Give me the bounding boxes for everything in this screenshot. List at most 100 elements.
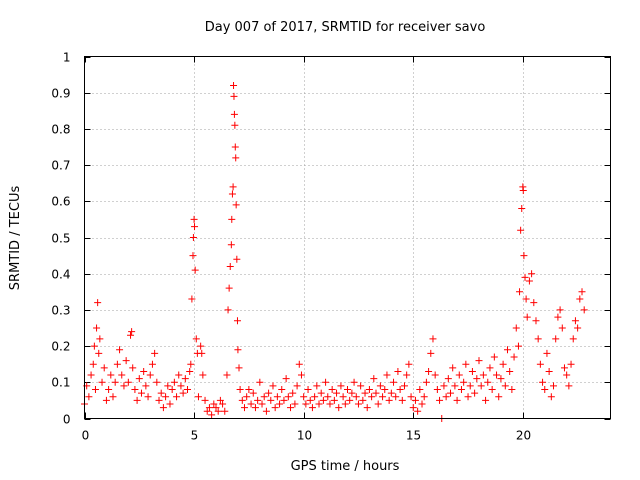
data-point xyxy=(233,317,241,325)
data-point xyxy=(186,367,194,375)
data-point xyxy=(308,404,316,412)
data-point xyxy=(313,382,321,390)
data-point xyxy=(159,404,167,412)
data-point xyxy=(348,389,356,397)
data-point xyxy=(396,386,404,394)
data-point xyxy=(486,364,494,372)
data-point xyxy=(280,396,288,404)
chart-title: Day 007 of 2017, SRMTID for receiver sav… xyxy=(205,20,486,35)
data-point xyxy=(431,371,439,379)
data-point xyxy=(346,396,354,404)
data-point xyxy=(291,400,299,408)
data-point xyxy=(230,110,238,118)
data-point xyxy=(488,386,496,394)
data-point xyxy=(387,389,395,397)
data-point xyxy=(554,313,562,321)
data-point xyxy=(416,386,424,394)
data-point xyxy=(383,371,391,379)
data-point xyxy=(392,393,400,401)
data-point xyxy=(205,404,213,412)
data-point xyxy=(208,411,216,419)
data-point xyxy=(569,335,577,343)
data-point xyxy=(231,143,239,151)
y-tick-label: 0.4 xyxy=(51,268,70,282)
data-point xyxy=(249,389,257,397)
data-point xyxy=(411,396,419,404)
data-point xyxy=(293,382,301,390)
data-point xyxy=(228,215,236,223)
data-point xyxy=(574,324,582,332)
data-point xyxy=(368,393,376,401)
data-point xyxy=(512,324,520,332)
data-point xyxy=(265,389,273,397)
data-point xyxy=(558,324,566,332)
data-point xyxy=(188,295,196,303)
data-point xyxy=(144,393,152,401)
data-point xyxy=(455,371,463,379)
data-point xyxy=(374,400,382,408)
data-point xyxy=(444,375,452,383)
data-point xyxy=(100,364,108,372)
data-point xyxy=(91,386,99,394)
data-point xyxy=(354,400,362,408)
data-point xyxy=(306,396,314,404)
data-point xyxy=(503,346,511,354)
data-point xyxy=(243,393,251,401)
data-point xyxy=(233,255,241,263)
data-point xyxy=(560,364,568,372)
data-point xyxy=(247,400,255,408)
data-point xyxy=(170,378,178,386)
data-point xyxy=(234,346,242,354)
data-point xyxy=(302,400,310,408)
data-point xyxy=(258,400,266,408)
data-point xyxy=(390,378,398,386)
data-point xyxy=(89,360,97,368)
data-point xyxy=(462,360,470,368)
data-point xyxy=(522,295,530,303)
data-point xyxy=(315,400,323,408)
data-point xyxy=(490,353,498,361)
data-point xyxy=(93,324,101,332)
data-point xyxy=(580,306,588,314)
data-point xyxy=(271,404,279,412)
data-point xyxy=(475,357,483,365)
y-tick-label: 0.7 xyxy=(51,159,70,173)
data-point xyxy=(335,404,343,412)
data-point xyxy=(229,183,237,191)
data-point xyxy=(534,335,542,343)
data-point xyxy=(517,226,525,234)
y-tick-label: 0.8 xyxy=(51,123,70,137)
data-point xyxy=(221,407,229,415)
data-point xyxy=(460,378,468,386)
data-point xyxy=(328,386,336,394)
y-tick-label: 0.3 xyxy=(51,304,70,318)
y-tick-label: 1 xyxy=(63,51,71,65)
data-point xyxy=(238,396,246,404)
data-point xyxy=(262,407,270,415)
x-axis-label: GPS time / hours xyxy=(291,459,400,474)
data-point xyxy=(528,270,536,278)
data-point xyxy=(525,277,533,285)
data-point xyxy=(231,121,239,129)
data-point xyxy=(157,389,165,397)
data-point xyxy=(425,367,433,375)
data-point xyxy=(418,400,426,408)
data-point xyxy=(107,371,115,379)
y-tick-label: 0.2 xyxy=(51,340,70,354)
data-point xyxy=(317,389,325,397)
data-point xyxy=(563,371,571,379)
data-point xyxy=(240,404,248,412)
data-point xyxy=(155,396,163,404)
data-point xyxy=(297,371,305,379)
data-point xyxy=(477,382,485,390)
data-point xyxy=(394,367,402,375)
plot-frame xyxy=(84,56,611,419)
data-point xyxy=(127,331,135,339)
data-point xyxy=(124,378,132,386)
data-point xyxy=(471,389,479,397)
data-point xyxy=(289,389,297,397)
data-point xyxy=(466,382,474,390)
data-point xyxy=(464,393,472,401)
data-point xyxy=(451,382,459,390)
data-point xyxy=(370,375,378,383)
